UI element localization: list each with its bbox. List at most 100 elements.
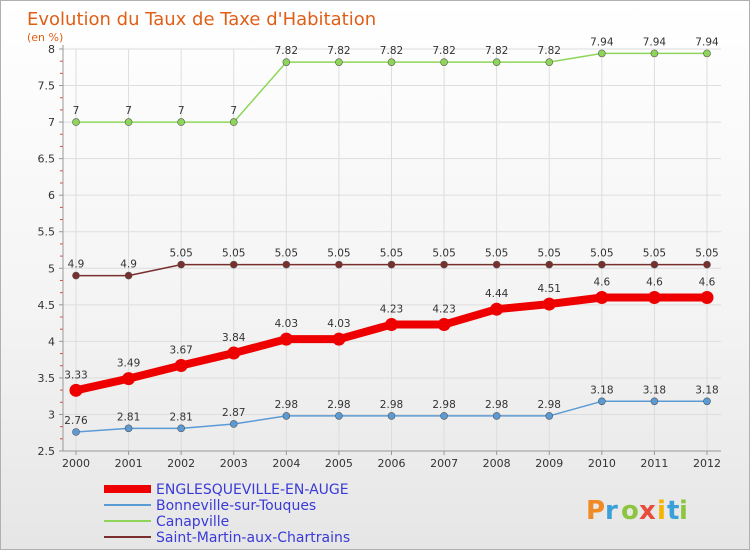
data-label: 4.23 (432, 304, 455, 316)
data-label: 5.05 (432, 248, 455, 260)
data-point (545, 412, 554, 420)
logo-letter: i (679, 496, 688, 526)
data-label: 5.05 (222, 248, 245, 260)
data-point (647, 291, 661, 305)
data-point (437, 318, 451, 332)
data-label: 7.82 (327, 45, 350, 57)
data-label: 4.6 (593, 277, 610, 289)
data-point (282, 412, 291, 420)
data-point (279, 332, 293, 346)
data-label: 5.05 (538, 248, 561, 260)
x-tick-label: 2004 (272, 457, 300, 470)
data-label: 2.98 (380, 399, 403, 411)
data-label: 5.05 (327, 248, 350, 260)
data-label: 5.05 (275, 248, 298, 260)
series-group (69, 49, 714, 436)
x-tick-label: 2000 (62, 457, 90, 470)
data-label: 7 (125, 105, 132, 117)
data-point (492, 58, 501, 66)
data-point (440, 412, 448, 420)
data-point (492, 260, 501, 269)
logo-letter: r (605, 496, 618, 526)
data-point (598, 260, 606, 269)
data-point (440, 58, 448, 66)
data-point (440, 260, 448, 269)
data-label: 4.9 (68, 259, 85, 271)
data-label: 4.03 (327, 318, 350, 330)
data-label: 5.05 (380, 248, 403, 260)
data-label: 3.18 (643, 384, 666, 396)
data-label: 4.03 (275, 318, 298, 330)
y-tick-label: 5.5 (38, 226, 56, 239)
data-label: 2.98 (485, 399, 508, 411)
data-point (700, 291, 714, 305)
data-label: 4.6 (699, 277, 716, 289)
x-tick-label: 2002 (167, 457, 195, 470)
data-labels: 7 7 7 7 7.82 7.82 7.82 7.82 7.82 7.82 7.94 7.94 7.94… (64, 36, 719, 427)
data-point (335, 412, 343, 420)
data-label: 7.82 (432, 45, 455, 57)
axes: 2.5 3 3.5 4 4.5 5 5.5 6 6.5 7 7.5 8 2000 2001 2002 2003… (38, 43, 721, 470)
data-point (650, 49, 659, 58)
data-label: 7.94 (590, 36, 614, 48)
legend-label: ENGLESQUEVILLE-EN-AUGE (156, 482, 349, 498)
y-tick-label: 7 (48, 116, 55, 129)
data-point (703, 49, 711, 58)
legend-label: Canapville (156, 514, 229, 530)
data-label: 3.84 (222, 332, 246, 344)
data-label: 4.44 (485, 288, 509, 300)
legend: ENGLESQUEVILLE-EN-AUGEBonneville-sur-Tou… (104, 482, 350, 546)
data-point (650, 397, 659, 406)
data-point (545, 260, 554, 269)
data-label: 5.05 (485, 248, 508, 260)
y-tick-label: 2.5 (38, 445, 56, 458)
logo-letter: x (639, 496, 656, 526)
x-tick-label: 2010 (588, 457, 616, 470)
data-label: 5.05 (695, 248, 718, 260)
data-label: 5.05 (169, 248, 192, 260)
y-tick-label: 3.5 (38, 372, 56, 385)
data-point (542, 297, 556, 311)
data-point (595, 291, 609, 305)
data-point (177, 260, 185, 269)
x-tick-label: 2012 (693, 457, 721, 470)
data-label: 2.98 (275, 399, 298, 411)
data-point (650, 260, 659, 269)
data-point (335, 58, 343, 66)
data-point (335, 260, 343, 269)
data-point (490, 302, 504, 316)
data-point (124, 271, 133, 280)
data-point (72, 118, 80, 126)
logo-letter: t (667, 496, 679, 526)
data-point (229, 420, 238, 428)
data-point (282, 58, 291, 66)
data-label: 7.82 (380, 45, 403, 57)
x-tick-label: 2001 (115, 457, 143, 470)
data-label: 7 (178, 105, 185, 117)
data-point (72, 271, 80, 280)
data-label: 7.82 (485, 45, 508, 57)
data-label: 2.98 (432, 399, 455, 411)
data-label: 7.94 (695, 36, 719, 48)
chart-title: Evolution du Taux de Taxe d'Habitation (27, 9, 376, 30)
data-point (282, 260, 291, 269)
data-point (72, 428, 80, 436)
data-label: 3.18 (590, 384, 613, 396)
logo-letter: i (657, 496, 666, 526)
data-label: 2.76 (64, 415, 88, 427)
data-point (177, 118, 185, 126)
data-point (227, 346, 241, 360)
y-tick-label: 6 (48, 189, 55, 202)
data-point (545, 58, 554, 66)
x-tick-label: 2011 (640, 457, 668, 470)
data-label: 7 (73, 105, 80, 117)
data-label: 3.67 (169, 344, 192, 356)
data-label: 4.23 (380, 304, 403, 316)
data-label: 7 (230, 105, 237, 117)
data-label: 2.98 (327, 399, 350, 411)
data-point (387, 260, 396, 269)
data-label: 2.81 (169, 411, 192, 423)
